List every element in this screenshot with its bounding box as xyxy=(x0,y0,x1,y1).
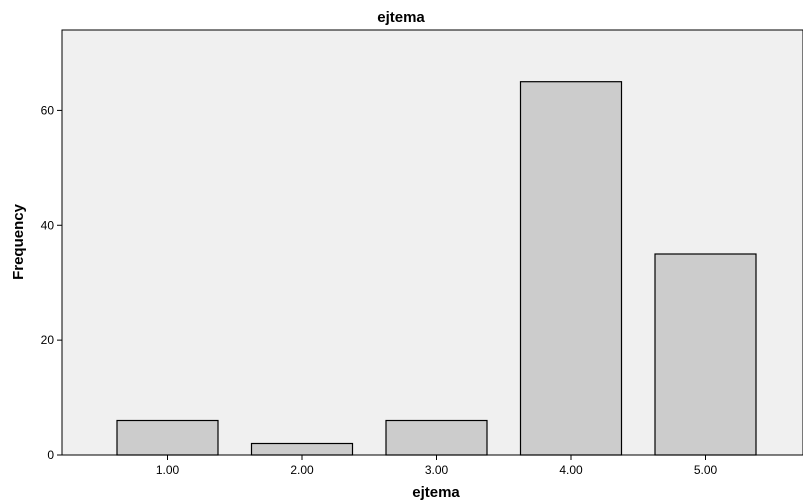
x-tick-label: 1.00 xyxy=(156,463,180,477)
bar-4.00 xyxy=(519,81,623,456)
x-tick-label: 2.00 xyxy=(290,463,314,477)
bar-5.00 xyxy=(654,253,757,456)
chart-title: ejtema xyxy=(377,9,425,26)
y-tick-label: 0 xyxy=(47,448,54,462)
y-tick-label: 20 xyxy=(41,333,55,347)
x-tick-label: 3.00 xyxy=(425,463,449,477)
bar-2.00 xyxy=(250,442,354,456)
y-axis-label: Frequency xyxy=(10,203,27,280)
x-tick-label: 5.00 xyxy=(694,463,718,477)
y-axis-ticks: 0 20 40 60 xyxy=(41,103,62,462)
x-axis-ticks: 1.00 2.00 3.00 4.00 5.00 xyxy=(156,455,718,477)
y-tick-label: 40 xyxy=(41,218,55,232)
x-tick-label: 4.00 xyxy=(559,463,583,477)
y-tick-label: 60 xyxy=(41,103,55,117)
x-axis-label: ejtema xyxy=(412,484,460,501)
bar-1.00 xyxy=(116,419,219,456)
bar-3.00 xyxy=(385,419,488,456)
